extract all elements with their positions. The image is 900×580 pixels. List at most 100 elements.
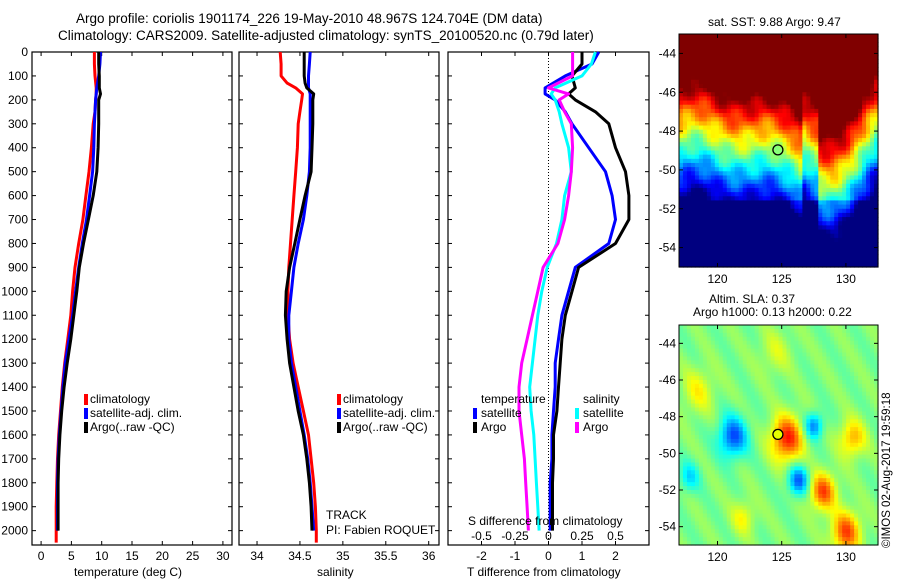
map-cell xyxy=(758,50,764,56)
map-cell xyxy=(830,121,835,127)
map-cell xyxy=(738,415,744,420)
map-cell xyxy=(826,38,831,43)
map-cell xyxy=(774,133,780,139)
map-cell xyxy=(806,258,811,264)
map-cell xyxy=(702,200,708,206)
map-cell xyxy=(842,146,847,152)
map-cell xyxy=(838,50,843,56)
map-cell xyxy=(722,117,728,122)
map-cell xyxy=(742,75,748,81)
map-cell xyxy=(778,332,784,338)
map-cell xyxy=(806,150,811,156)
map-cell xyxy=(734,42,740,48)
map-cell xyxy=(846,212,851,218)
map-cell xyxy=(806,332,811,338)
map-cell xyxy=(842,254,847,260)
map-cell xyxy=(726,121,732,127)
map-cell xyxy=(834,450,839,456)
map-cell xyxy=(826,462,831,468)
map-cell xyxy=(874,415,879,420)
map-cell xyxy=(778,79,784,85)
map-cell xyxy=(830,179,835,185)
map-cell xyxy=(802,391,807,397)
map-cell xyxy=(874,200,879,206)
map-cell xyxy=(846,117,851,122)
map-cell xyxy=(774,179,780,185)
map-cell xyxy=(830,146,835,152)
map-cell xyxy=(870,113,875,118)
map-cell xyxy=(698,348,704,354)
map-cell xyxy=(722,108,728,114)
map-cell xyxy=(698,129,704,135)
map-cell xyxy=(818,92,823,98)
map-cell xyxy=(806,399,811,405)
map-cell xyxy=(718,221,724,226)
map-cell xyxy=(810,79,815,85)
map-cell xyxy=(686,258,692,264)
map-cell xyxy=(702,360,708,365)
map-cell xyxy=(686,254,692,260)
map-cell xyxy=(862,387,867,393)
map-cell xyxy=(802,146,807,152)
map-cell xyxy=(842,344,847,350)
map-cell xyxy=(806,403,811,409)
map-cell xyxy=(706,162,712,168)
map-cell xyxy=(726,237,732,243)
map-cell xyxy=(834,113,839,118)
map-cell xyxy=(834,466,839,471)
map-cell xyxy=(726,356,732,361)
map-cell xyxy=(866,411,871,416)
map-cell xyxy=(786,391,792,397)
map-cell xyxy=(790,391,796,397)
map-cell xyxy=(870,46,875,52)
map-cell xyxy=(826,133,831,139)
map-cell xyxy=(746,38,752,43)
map-cell xyxy=(810,92,815,98)
map-cell xyxy=(770,242,776,247)
map-cell xyxy=(802,217,807,222)
map-cell xyxy=(790,427,796,432)
map-cell xyxy=(782,125,788,131)
map-cell xyxy=(814,332,819,338)
map-cell xyxy=(830,403,835,409)
map-cell xyxy=(726,83,732,89)
map-cell xyxy=(854,196,859,202)
map-cell xyxy=(762,212,768,218)
map-cell xyxy=(758,336,764,342)
map-cell xyxy=(774,217,780,222)
map-cell xyxy=(730,250,736,256)
map-cell xyxy=(718,380,724,385)
map-cell xyxy=(738,403,744,409)
map-cell xyxy=(762,200,768,206)
map-cell xyxy=(718,336,724,342)
map-cell xyxy=(758,221,764,226)
map-cell xyxy=(782,246,788,251)
map-cell xyxy=(858,344,863,350)
map-cell xyxy=(786,356,792,361)
map-cell xyxy=(790,50,796,56)
map-cell xyxy=(794,470,799,475)
map-cell xyxy=(718,229,724,235)
map-cell xyxy=(718,187,724,193)
map-cell xyxy=(682,419,688,424)
map-cell xyxy=(790,75,796,81)
map-cell xyxy=(686,364,692,369)
map-cell xyxy=(866,179,871,185)
map-cell xyxy=(774,138,780,143)
map-cell xyxy=(766,162,772,168)
map-cell xyxy=(794,113,799,118)
y-tick-label: 1200 xyxy=(1,332,28,346)
map-cell xyxy=(734,399,740,405)
map-cell xyxy=(770,462,776,468)
map-cell xyxy=(806,171,811,177)
map-cell xyxy=(870,146,875,152)
map-cell xyxy=(814,212,819,218)
map-cell xyxy=(830,58,835,64)
map-cell xyxy=(826,208,831,214)
map-cell xyxy=(718,356,724,361)
map-cell xyxy=(786,121,792,127)
map-cell xyxy=(726,71,732,77)
map-cell xyxy=(722,179,728,185)
map-cell xyxy=(818,63,823,68)
map-cell xyxy=(750,415,756,420)
